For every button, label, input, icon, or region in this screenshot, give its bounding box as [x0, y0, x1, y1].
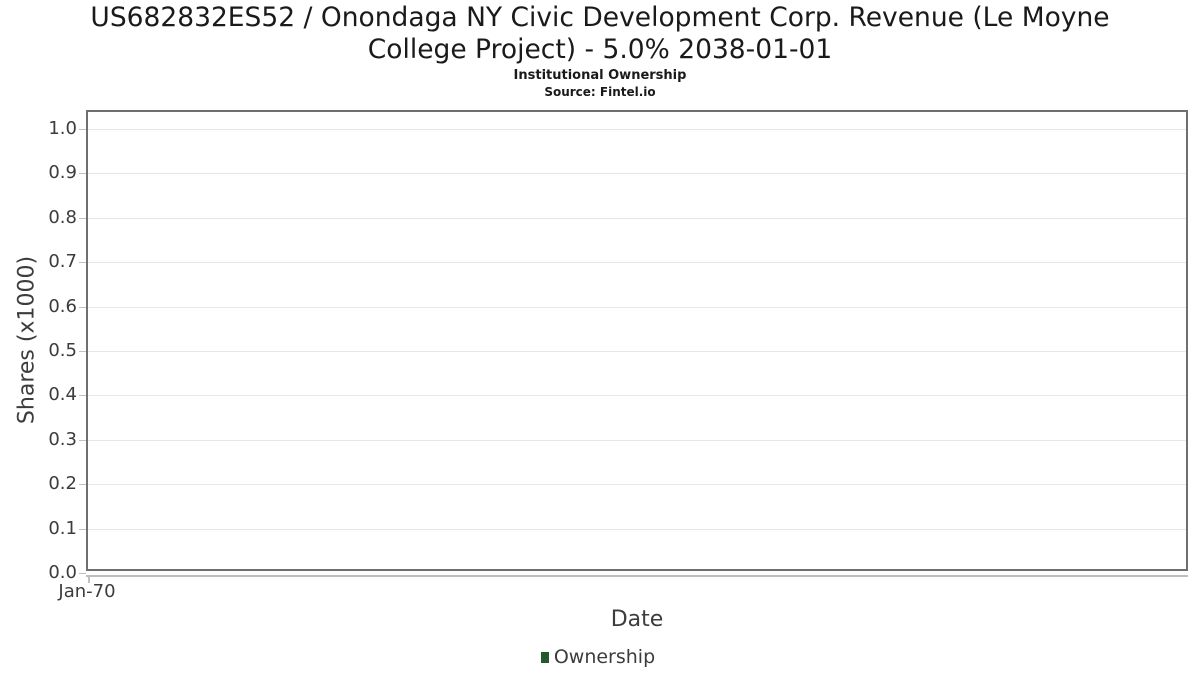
plot-area	[86, 110, 1188, 571]
chart-title: US682832ES52 / Onondaga NY Civic Develop…	[90, 2, 1110, 65]
legend-swatch-ownership	[540, 651, 549, 663]
y-tick-mark	[79, 173, 86, 175]
chart-source-note: Source: Fintel.io	[544, 85, 656, 99]
y-tick-label: 0.1	[48, 517, 77, 539]
gridline	[88, 528, 1186, 530]
gridline	[88, 173, 1186, 175]
y-tick-mark	[79, 129, 86, 130]
legend-label-ownership: Ownership	[553, 646, 656, 668]
gridline	[88, 395, 1186, 397]
y-tick-mark	[79, 217, 86, 219]
x-axis-title: Date	[610, 607, 664, 632]
gridline	[88, 439, 1186, 441]
y-tick-mark	[79, 262, 86, 264]
y-tick-label: 0.3	[48, 428, 77, 450]
y-tick-mark	[79, 351, 86, 352]
y-tick-label: 0.9	[48, 162, 77, 184]
gridline	[88, 306, 1186, 308]
y-tick-label: 0.6	[48, 295, 77, 317]
y-tick-mark	[79, 484, 86, 486]
y-tick-mark	[79, 306, 86, 308]
chart-subtitle: Institutional Ownership	[513, 68, 687, 83]
y-tick-mark	[79, 528, 86, 530]
x-axis-line	[86, 575, 1188, 577]
y-tick-label: 0.8	[48, 206, 77, 228]
y-tick-mark	[79, 439, 86, 441]
y-tick-label: 0.2	[48, 473, 77, 495]
y-tick-label: 0.7	[48, 251, 77, 273]
gridline	[88, 351, 1186, 352]
x-tick-mark	[88, 577, 90, 583]
y-tick-label: 0.4	[48, 384, 77, 406]
legend: Ownership	[0, 645, 1196, 669]
y-tick-mark	[79, 395, 86, 397]
gridline	[88, 484, 1186, 486]
y-tick-mark	[79, 573, 86, 574]
gridline	[88, 129, 1186, 130]
gridline	[88, 262, 1186, 264]
y-tick-label: 1.0	[48, 118, 77, 139]
gridline	[88, 217, 1186, 219]
y-tick-label: 0.5	[48, 340, 77, 361]
x-tick-label: Jan-70	[58, 581, 116, 602]
y-tick-label: 0.0	[48, 562, 77, 583]
